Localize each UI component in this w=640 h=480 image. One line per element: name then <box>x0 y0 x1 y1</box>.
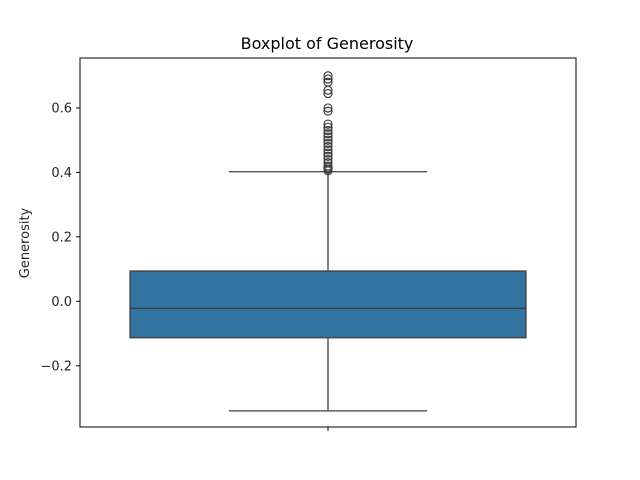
chart-title: Boxplot of Generosity <box>241 34 414 53</box>
outlier-point <box>323 142 333 152</box>
outlier-point <box>323 138 333 149</box>
outlier-point <box>323 103 333 113</box>
outlier-point <box>323 132 333 142</box>
y-tick-label: 0.0 <box>51 295 72 310</box>
outlier-point <box>323 122 333 132</box>
plot-area: −0.2 0.0 0.2 0.4 0.6 <box>40 57 577 431</box>
outlier-point <box>323 88 333 99</box>
outlier-point <box>323 158 333 168</box>
outlier-point <box>323 148 333 158</box>
outlier-point <box>323 135 333 145</box>
y-tick-label: 0.2 <box>51 230 72 245</box>
outlier-point <box>323 106 333 116</box>
y-tick-label: −0.2 <box>40 359 72 374</box>
outlier-point <box>323 119 333 129</box>
outlier-point <box>323 77 333 87</box>
outlier-point <box>323 74 333 84</box>
outlier-point <box>323 151 333 161</box>
iqr-box <box>129 270 527 339</box>
outlier-point <box>323 129 333 139</box>
outlier-point <box>323 161 333 171</box>
outlier-point <box>323 154 333 165</box>
y-tick-label: 0.6 <box>51 101 72 116</box>
y-axis-label: Generosity <box>18 207 33 278</box>
outlier-point <box>323 125 333 136</box>
outlier-point <box>323 145 333 155</box>
y-tick-label: 0.4 <box>51 166 72 181</box>
outlier-point <box>323 71 333 81</box>
